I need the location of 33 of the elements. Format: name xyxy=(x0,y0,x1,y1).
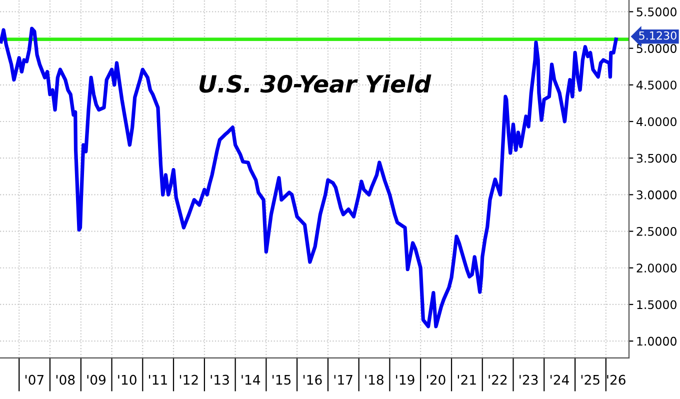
y-tick-label: 1.5000 xyxy=(637,300,676,310)
x-tick-label: '22 xyxy=(488,374,507,385)
y-tick-label: 4.0000 xyxy=(636,117,676,126)
x-tick-label: '25 xyxy=(581,374,600,385)
y-tick-label: 2.0000 xyxy=(636,264,676,273)
x-tick-label: '10 xyxy=(118,374,136,385)
x-tick-label: '11 xyxy=(149,374,167,385)
annotation: 5.1230 xyxy=(639,31,676,40)
y-tick-label: 1.0000 xyxy=(637,336,676,346)
x-tick-label: '13 xyxy=(210,374,229,385)
y-tick-label: 5.5000 xyxy=(636,7,676,16)
x-tick-label: '20 xyxy=(427,374,446,385)
y-tick-label: 4.5000 xyxy=(636,80,676,90)
x-tick-label: '09 xyxy=(87,374,106,385)
line-series xyxy=(0,26,618,328)
x-tick-label: '24 xyxy=(550,374,569,385)
y-tick-label: 5.0000 xyxy=(636,44,676,53)
x-tick-label: '26 xyxy=(607,374,626,385)
x-tick-label: '12 xyxy=(180,374,198,385)
x-tick-label: '08 xyxy=(56,374,75,385)
y-tick-label: 3.0000 xyxy=(636,190,676,200)
x-tick-label: '19 xyxy=(396,374,414,385)
x-tick-label: '21 xyxy=(458,374,476,385)
y-tick-label: 3.5000 xyxy=(636,154,676,163)
x-tick-label: '23 xyxy=(520,374,538,385)
x-tick-label: '18 xyxy=(365,374,384,385)
y-tick-label: 2.5000 xyxy=(636,227,676,236)
x-tick-label: '14 xyxy=(242,374,260,385)
x-tick-label: '16 xyxy=(303,374,322,385)
x-tick-label: '17 xyxy=(334,374,352,385)
x-tick-label: '07 xyxy=(25,374,44,385)
text: U.S. 30-Year Yield xyxy=(200,74,432,93)
x-tick-label: '15 xyxy=(272,374,291,385)
